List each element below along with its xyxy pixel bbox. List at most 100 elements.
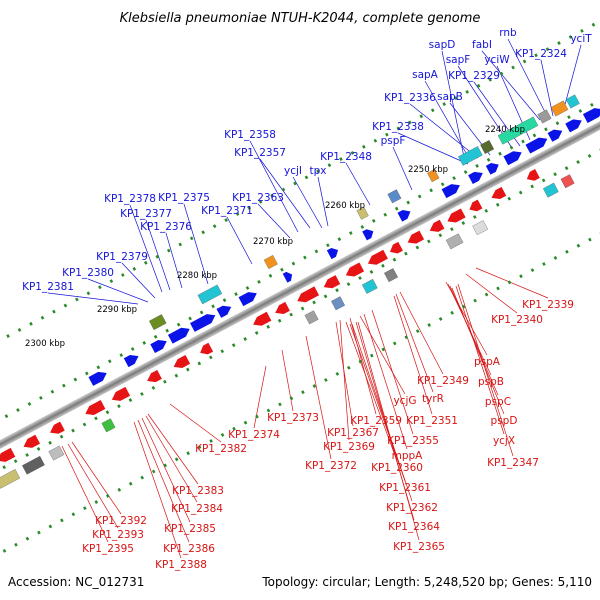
annotation-block <box>445 233 464 250</box>
leader-line <box>145 415 198 503</box>
scale-tick <box>6 334 10 338</box>
scale-tick <box>407 120 412 125</box>
leader-line <box>259 158 311 229</box>
forward-gene <box>282 271 293 283</box>
reverse-gene <box>147 369 162 383</box>
scale-tick <box>277 318 282 323</box>
scale-tick <box>186 367 190 372</box>
scale-tick <box>326 243 330 248</box>
forward-gene <box>441 184 460 199</box>
scale-tick <box>304 175 309 180</box>
leader-line <box>345 321 398 462</box>
scale-tick <box>25 536 30 541</box>
leader-line <box>226 216 253 265</box>
scale-tick <box>245 286 250 290</box>
scale-label: 2240 kbp <box>485 125 525 135</box>
gene-label: pspD <box>491 415 518 427</box>
scale-tick <box>442 102 447 107</box>
scale-tick <box>62 383 66 388</box>
annotation-block <box>542 182 559 198</box>
scale-tick <box>222 298 227 303</box>
gene-label: KP1_2360 <box>371 462 423 474</box>
scale-tick <box>545 47 550 52</box>
scale-tick <box>220 432 225 437</box>
topology-text: Topology: circular; Length: 5,248,520 bp… <box>261 575 592 589</box>
scale-tick <box>381 347 386 352</box>
gene-label: KP1_2329 <box>448 70 500 82</box>
leader-line <box>71 441 122 515</box>
scale-tick <box>588 237 592 242</box>
forward-gene <box>167 327 190 344</box>
leader-line <box>145 219 171 291</box>
scale-tick <box>484 208 489 213</box>
leader-line <box>562 44 582 113</box>
scale-tick <box>429 188 433 193</box>
reverse-gene <box>23 434 41 448</box>
annotation-block <box>149 314 167 331</box>
scale-tick <box>209 439 213 443</box>
scale-tick <box>521 139 525 144</box>
gene-label: sapA <box>412 69 439 81</box>
scale-tick <box>438 233 443 238</box>
leader-line <box>61 445 109 543</box>
scale-tick <box>2 548 7 553</box>
scale-tick <box>17 328 22 332</box>
leader-line <box>67 443 119 529</box>
scale-tick <box>165 328 169 333</box>
scale-tick <box>268 273 273 278</box>
scale-tick <box>484 292 489 297</box>
scale-tick <box>163 379 167 384</box>
scale-tick <box>522 59 527 64</box>
annotation-block <box>384 268 398 283</box>
leader-line <box>133 421 182 559</box>
reverse-gene <box>323 275 341 289</box>
gene-label: KP1_2339 <box>522 299 574 311</box>
scale-tick <box>220 349 225 354</box>
scale-tick <box>415 329 420 334</box>
scale-tick <box>48 524 53 529</box>
scale-tick <box>507 280 512 285</box>
scale-tick <box>266 324 270 329</box>
scale-tick <box>121 273 125 277</box>
scale-tick <box>243 420 248 425</box>
scale-tick <box>52 309 56 314</box>
annotation-block <box>0 469 21 489</box>
gene-label: KP1_2336 <box>384 92 436 104</box>
forward-gene <box>525 137 548 154</box>
scale-tick <box>541 178 546 183</box>
scale-tick <box>486 157 491 162</box>
scale-tick <box>155 254 160 259</box>
genome-backbone <box>0 93 600 477</box>
scale-tick <box>580 28 584 33</box>
scale-tick <box>50 389 55 394</box>
scale-tick <box>544 127 548 132</box>
scale-tick <box>499 71 504 76</box>
scale-tick <box>346 282 351 287</box>
leader-line <box>249 140 299 233</box>
leader-line <box>351 323 413 502</box>
scale-tick <box>532 133 537 138</box>
scale-tick <box>555 121 560 126</box>
scale-tick <box>231 343 236 348</box>
scale-tick <box>301 390 305 395</box>
leader-line <box>457 283 514 457</box>
scale-tick <box>358 359 363 364</box>
scale-label: 2300 kbp <box>25 339 65 349</box>
scale-tick <box>472 215 477 219</box>
annotation-block <box>497 116 539 145</box>
scale-tick <box>85 371 89 376</box>
scale-tick <box>511 65 515 70</box>
reverse-gene <box>429 219 445 232</box>
gene-label: tyrR <box>422 393 444 405</box>
scale-tick <box>383 212 388 217</box>
scale-tick <box>212 224 217 229</box>
scale-tick <box>151 469 156 474</box>
scale-tick <box>94 416 98 421</box>
leader-line <box>392 146 413 191</box>
forward-gene <box>150 339 167 354</box>
scale-tick <box>362 144 366 149</box>
gene-label: KP1_2373 <box>267 412 319 424</box>
scale-tick <box>98 285 102 290</box>
scale-tick <box>211 304 215 309</box>
scale-label: 2260 kbp <box>325 201 365 211</box>
